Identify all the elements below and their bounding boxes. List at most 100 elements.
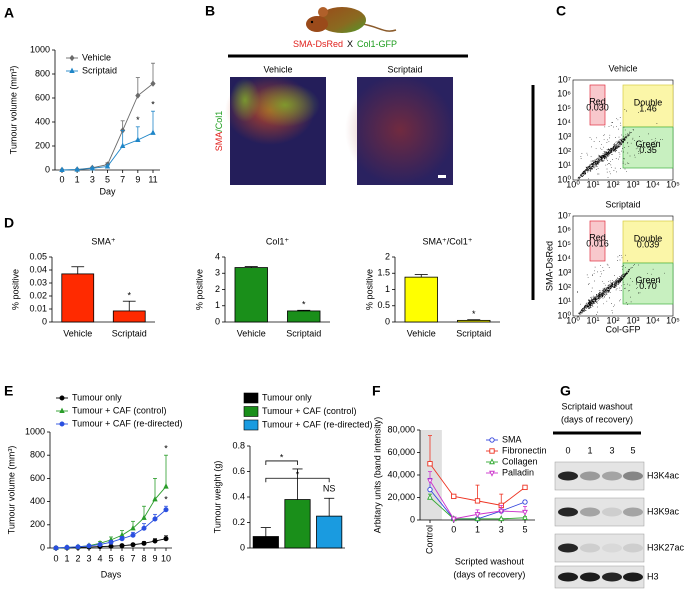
y-tick-label: 10¹: [558, 296, 571, 306]
marker: [450, 516, 457, 523]
marker: [163, 483, 169, 489]
y-tick-label: 0.04: [29, 264, 47, 274]
marker: [489, 458, 495, 465]
y-tick-label: 0: [240, 542, 245, 552]
blot-band: [623, 507, 643, 517]
marker: [150, 80, 156, 87]
x-tick-label: 11: [148, 174, 157, 184]
marker: [130, 542, 136, 548]
x-tick-label: 2: [75, 553, 80, 563]
x-tick-label: 10⁴: [646, 179, 660, 189]
marker: [104, 163, 111, 169]
legend-label: Scriptaid: [82, 65, 117, 75]
gate-name: Double: [634, 97, 663, 107]
gate: [622, 126, 674, 169]
marker: [86, 543, 92, 549]
bar: [287, 310, 321, 323]
blot-band: [558, 471, 578, 481]
x-tick-label: 3: [90, 174, 95, 184]
x-tick-label: 1: [475, 524, 480, 534]
lane-label: 0: [565, 445, 570, 455]
significance-marker: *: [472, 309, 476, 319]
legend-label: Tumour + CAF (re-directed): [72, 418, 182, 428]
y-tick-label: 10³: [558, 268, 571, 278]
y-tick-label: 800: [35, 68, 50, 78]
y-tick-label: 400: [35, 116, 50, 126]
blot-band: [602, 471, 622, 481]
chart-title: SMA⁺/Col1⁺: [422, 236, 472, 246]
marker: [130, 532, 136, 538]
y-tick-label: 1.5: [377, 268, 390, 278]
y-tick-label: 10¹: [558, 160, 571, 170]
legend-swatch: [243, 419, 259, 431]
marker: [97, 542, 103, 548]
panel-letter: D: [4, 215, 14, 231]
y-tick-label: 400: [30, 496, 45, 506]
scale-bar: [438, 175, 446, 178]
x-tick-label: Vehicle: [63, 328, 92, 338]
legend-label: SMA: [502, 434, 522, 444]
y-axis-label: SMA-DsRed: [544, 241, 554, 291]
y-tick-label: 10²: [558, 146, 571, 156]
x-tick-label: Vehicle: [237, 328, 266, 338]
y-tick-label: 10⁷: [558, 210, 571, 220]
x-tick-label: 0: [59, 174, 64, 184]
blot-band: [623, 572, 643, 582]
bar: [61, 273, 95, 323]
x-tick-label: 10⁰: [566, 179, 580, 189]
legend-label: Tumour only: [72, 392, 122, 402]
significance-marker: *: [151, 100, 155, 110]
y-tick-label: 0.5: [377, 300, 390, 310]
marker: [498, 515, 505, 522]
x-tick-label: 1: [64, 553, 69, 563]
x-axis-label: Col-GFP: [605, 324, 640, 334]
marker: [489, 448, 495, 454]
marker: [119, 543, 125, 549]
marker: [119, 536, 125, 542]
blot-band: [580, 471, 600, 481]
y-tick-label: 0.01: [29, 303, 47, 313]
marker: [152, 516, 158, 522]
y-tick-label: 0: [385, 316, 390, 326]
bar: [457, 319, 491, 323]
marker: [108, 539, 114, 545]
bar: [284, 499, 311, 549]
marker: [489, 437, 495, 443]
gate-value: 1.46: [639, 103, 657, 113]
lane-label: 5: [630, 445, 635, 455]
gate-value: 0.030: [586, 102, 609, 112]
row-label: H3K27ac: [647, 542, 685, 552]
legend-swatch: [243, 392, 259, 404]
mouse-icon: [306, 7, 397, 33]
x-axis-label: Day: [99, 186, 116, 196]
y-tick-label: 0.2: [232, 517, 245, 527]
marker: [141, 514, 147, 520]
y-tick-label: 10⁷: [558, 74, 571, 84]
plot-title: Vehicle: [608, 63, 637, 73]
marker: [498, 508, 505, 515]
x-tick-label: 10¹: [586, 315, 599, 325]
blot-title: (days of recovery): [561, 414, 633, 424]
panel-letter: B: [205, 3, 215, 19]
marker: [59, 395, 65, 401]
x-tick-label: 10⁵: [666, 179, 680, 189]
blot-band: [602, 507, 622, 517]
x-tick-label: 8: [141, 553, 146, 563]
gate-name: Red: [589, 96, 606, 106]
y-tick-label: 1000: [25, 426, 45, 436]
bar: [112, 310, 146, 323]
x-tick-label: Scriptaid: [112, 328, 147, 338]
y-axis-label: % positive: [364, 269, 374, 310]
blot-title: Scriptaid washout: [561, 401, 633, 411]
chart-title: SMA⁺: [91, 236, 116, 246]
y-tick-label: 20,000: [387, 492, 415, 502]
marker: [59, 407, 65, 414]
gate-name: Green: [635, 275, 660, 285]
legend-label: Tumour + CAF (control): [262, 406, 356, 416]
marker: [135, 136, 141, 143]
panel-letter: A: [4, 5, 14, 21]
bar: [252, 536, 279, 549]
x-tick-label: Scriptaid: [456, 328, 491, 338]
gate: [622, 262, 674, 305]
y-tick-label: 200: [30, 519, 45, 529]
